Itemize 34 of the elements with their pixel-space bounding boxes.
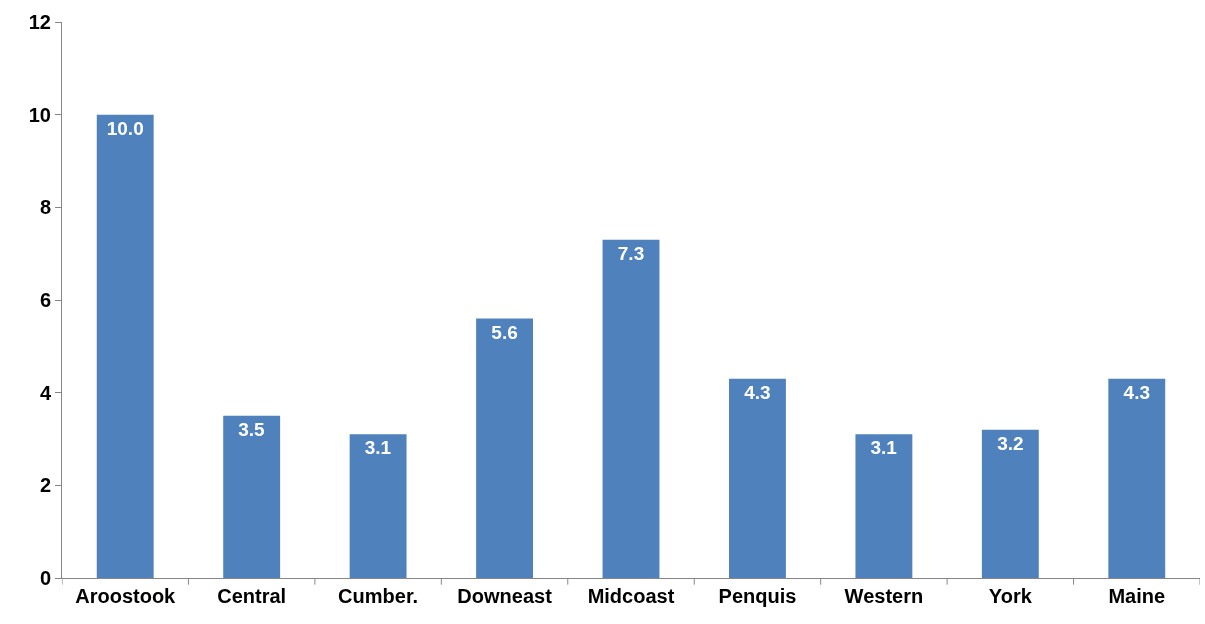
x-tick-label: Aroostook [75,585,177,607]
bar [96,114,154,578]
bar [1108,378,1166,578]
y-tick-label: 2 [39,474,51,497]
data-label: 10.0 [106,117,144,139]
bar [476,318,534,578]
x-tick-label: Cumber. [338,585,419,607]
bar [349,434,407,578]
y-tick-label: 4 [39,381,52,404]
y-tick-label: 10 [28,103,51,126]
x-tick-label: Downeast [457,585,553,607]
bar [602,239,660,578]
y-tick-label: 8 [39,196,51,219]
data-label: 3.1 [364,437,392,459]
y-tick-label: 0 [39,567,51,589]
x-tick-label: Penquis [718,585,797,607]
y-tick-label: 12 [28,11,51,33]
data-label: 3.1 [870,437,898,459]
data-label: 5.6 [491,321,518,343]
data-label: 4.3 [1123,381,1150,403]
bar [855,434,913,578]
bar [223,415,281,578]
data-label: 4.3 [744,381,771,403]
data-label: 7.3 [617,242,645,264]
bar [981,429,1039,578]
x-tick-label: Western [844,585,924,607]
x-tick-label: Central [217,585,287,607]
x-tick-label: Maine [1108,585,1166,607]
x-tick-label: Midcoast [587,585,675,607]
x-tick-label: York [988,585,1033,607]
bar [728,378,786,578]
data-label: 3.2 [997,432,1024,454]
data-label: 3.5 [238,418,266,440]
y-tick-label: 6 [39,289,51,311]
